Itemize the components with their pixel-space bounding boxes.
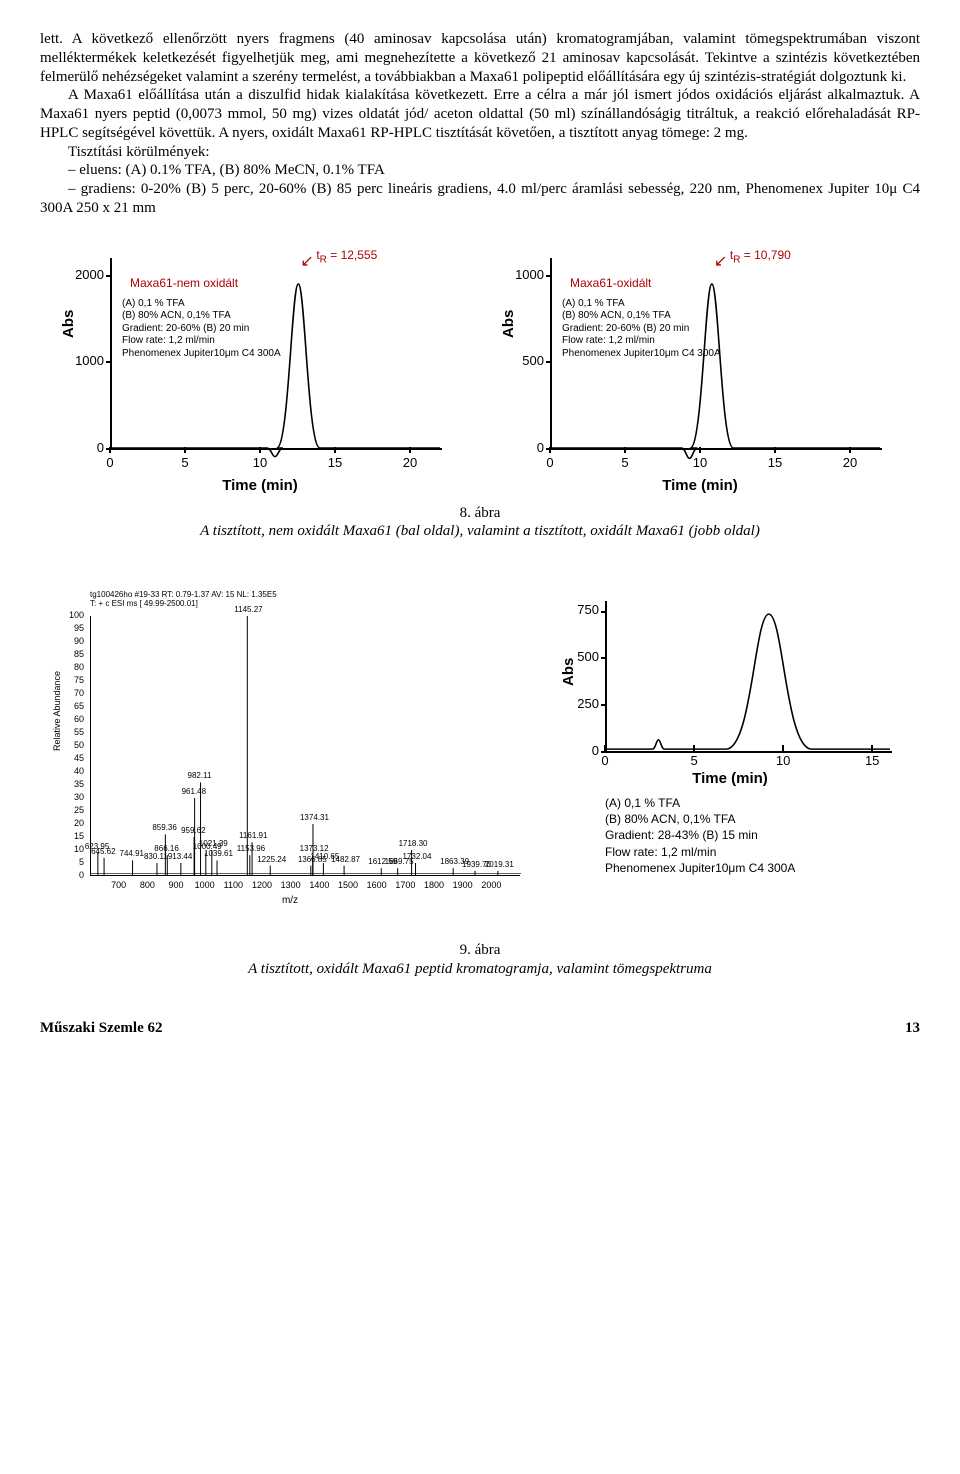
- footer-journal: Műszaki Szemle 62: [40, 1019, 162, 1038]
- fig8-right-chart: AbsTime (min)0500100005101520Maxa61-oxid…: [490, 238, 910, 498]
- figure-9-caption: 9. ábra A tisztított, oxidált Maxa61 pep…: [40, 941, 920, 979]
- footer-page-number: 13: [905, 1019, 920, 1038]
- page-footer: Műszaki Szemle 62 13: [40, 1019, 920, 1038]
- fig9-chrom-info: (A) 0,1 % TFA(B) 80% ACN, 0,1% TFAGradie…: [605, 795, 910, 876]
- body-paragraph: Tisztítási körülmények:: [40, 143, 920, 162]
- body-paragraph: lett. A következő ellenőrzött nyers frag…: [40, 30, 920, 86]
- body-paragraph: – gradiens: 0-20% (B) 5 perc, 20-60% (B)…: [40, 180, 920, 218]
- body-paragraph: – eluens: (A) 0.1% TFA, (B) 80% MeCN, 0.…: [40, 161, 920, 180]
- figure-9: tg100426ho #19-33 RT: 0.79-1.37 AV: 15 N…: [40, 591, 920, 911]
- fig9-mass-spectrum: tg100426ho #19-33 RT: 0.79-1.37 AV: 15 N…: [50, 591, 530, 911]
- fig9-chromatogram: AbsTime (min)0250500750051015: [550, 591, 910, 791]
- figure-8-caption: 8. ábra A tisztított, nem oxidált Maxa61…: [40, 504, 920, 542]
- fig8-left-chart: AbsTime (min)01000200005101520Maxa61-nem…: [50, 238, 470, 498]
- fig9-right-col: AbsTime (min)0250500750051015 (A) 0,1 % …: [550, 591, 910, 876]
- figure-8: AbsTime (min)01000200005101520Maxa61-nem…: [40, 238, 920, 498]
- body-paragraph: A Maxa61 előállítása után a diszulfid hi…: [40, 86, 920, 142]
